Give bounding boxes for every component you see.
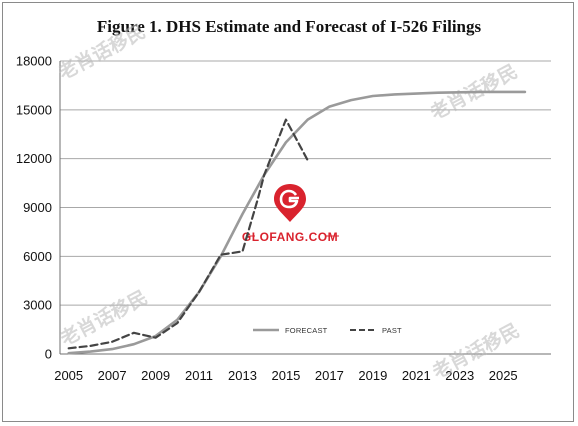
x-tick-label: 2021 xyxy=(402,368,431,383)
x-tick-label: 2005 xyxy=(54,368,83,383)
y-tick-label: 12000 xyxy=(16,151,52,166)
x-tick-label: 2023 xyxy=(445,368,474,383)
logo-text: GLOFANG.COM xyxy=(242,230,338,244)
axes xyxy=(59,61,551,355)
x-tick-label: 2015 xyxy=(271,368,300,383)
glofang-logo: GLOFANG.COM xyxy=(242,184,339,244)
y-tick-label: 3000 xyxy=(23,298,52,313)
chart-frame: Figure 1. DHS Estimate and Forecast of I… xyxy=(2,2,574,422)
x-tick-label: 2019 xyxy=(358,368,387,383)
g-pin-icon xyxy=(274,184,306,222)
legend-label-forecast: FORECAST xyxy=(285,326,328,335)
gridlines xyxy=(60,60,551,306)
x-tick-label: 2025 xyxy=(489,368,518,383)
series-line-forecast xyxy=(67,90,527,355)
series-line-past xyxy=(67,118,309,350)
y-tick-label: 0 xyxy=(45,347,52,362)
chart-title: Figure 1. DHS Estimate and Forecast of I… xyxy=(97,17,482,36)
y-tick-label: 6000 xyxy=(23,249,52,264)
y-tick-label: 15000 xyxy=(16,102,52,117)
line-chart: Figure 1. DHS Estimate and Forecast of I… xyxy=(16,17,551,383)
x-tick-label: 2007 xyxy=(98,368,127,383)
legend: FORECAST PAST xyxy=(253,326,402,335)
y-tick-label: 18000 xyxy=(16,54,52,69)
y-tick-label: 9000 xyxy=(23,200,52,215)
y-tick-labels: 0 3000 6000 9000 12000 15000 18000 xyxy=(16,54,52,362)
x-tick-label: 2017 xyxy=(315,368,344,383)
x-tick-label: 2009 xyxy=(141,368,170,383)
legend-label-past: PAST xyxy=(382,326,402,335)
watermark-text: 老肖话移民 xyxy=(57,285,152,350)
x-tick-labels: 2005 2007 2009 2011 2013 2015 2017 2019 2021 2023… xyxy=(54,368,517,383)
x-tick-label: 2013 xyxy=(228,368,257,383)
x-tick-label: 2011 xyxy=(185,368,213,383)
series-lines xyxy=(67,90,527,355)
